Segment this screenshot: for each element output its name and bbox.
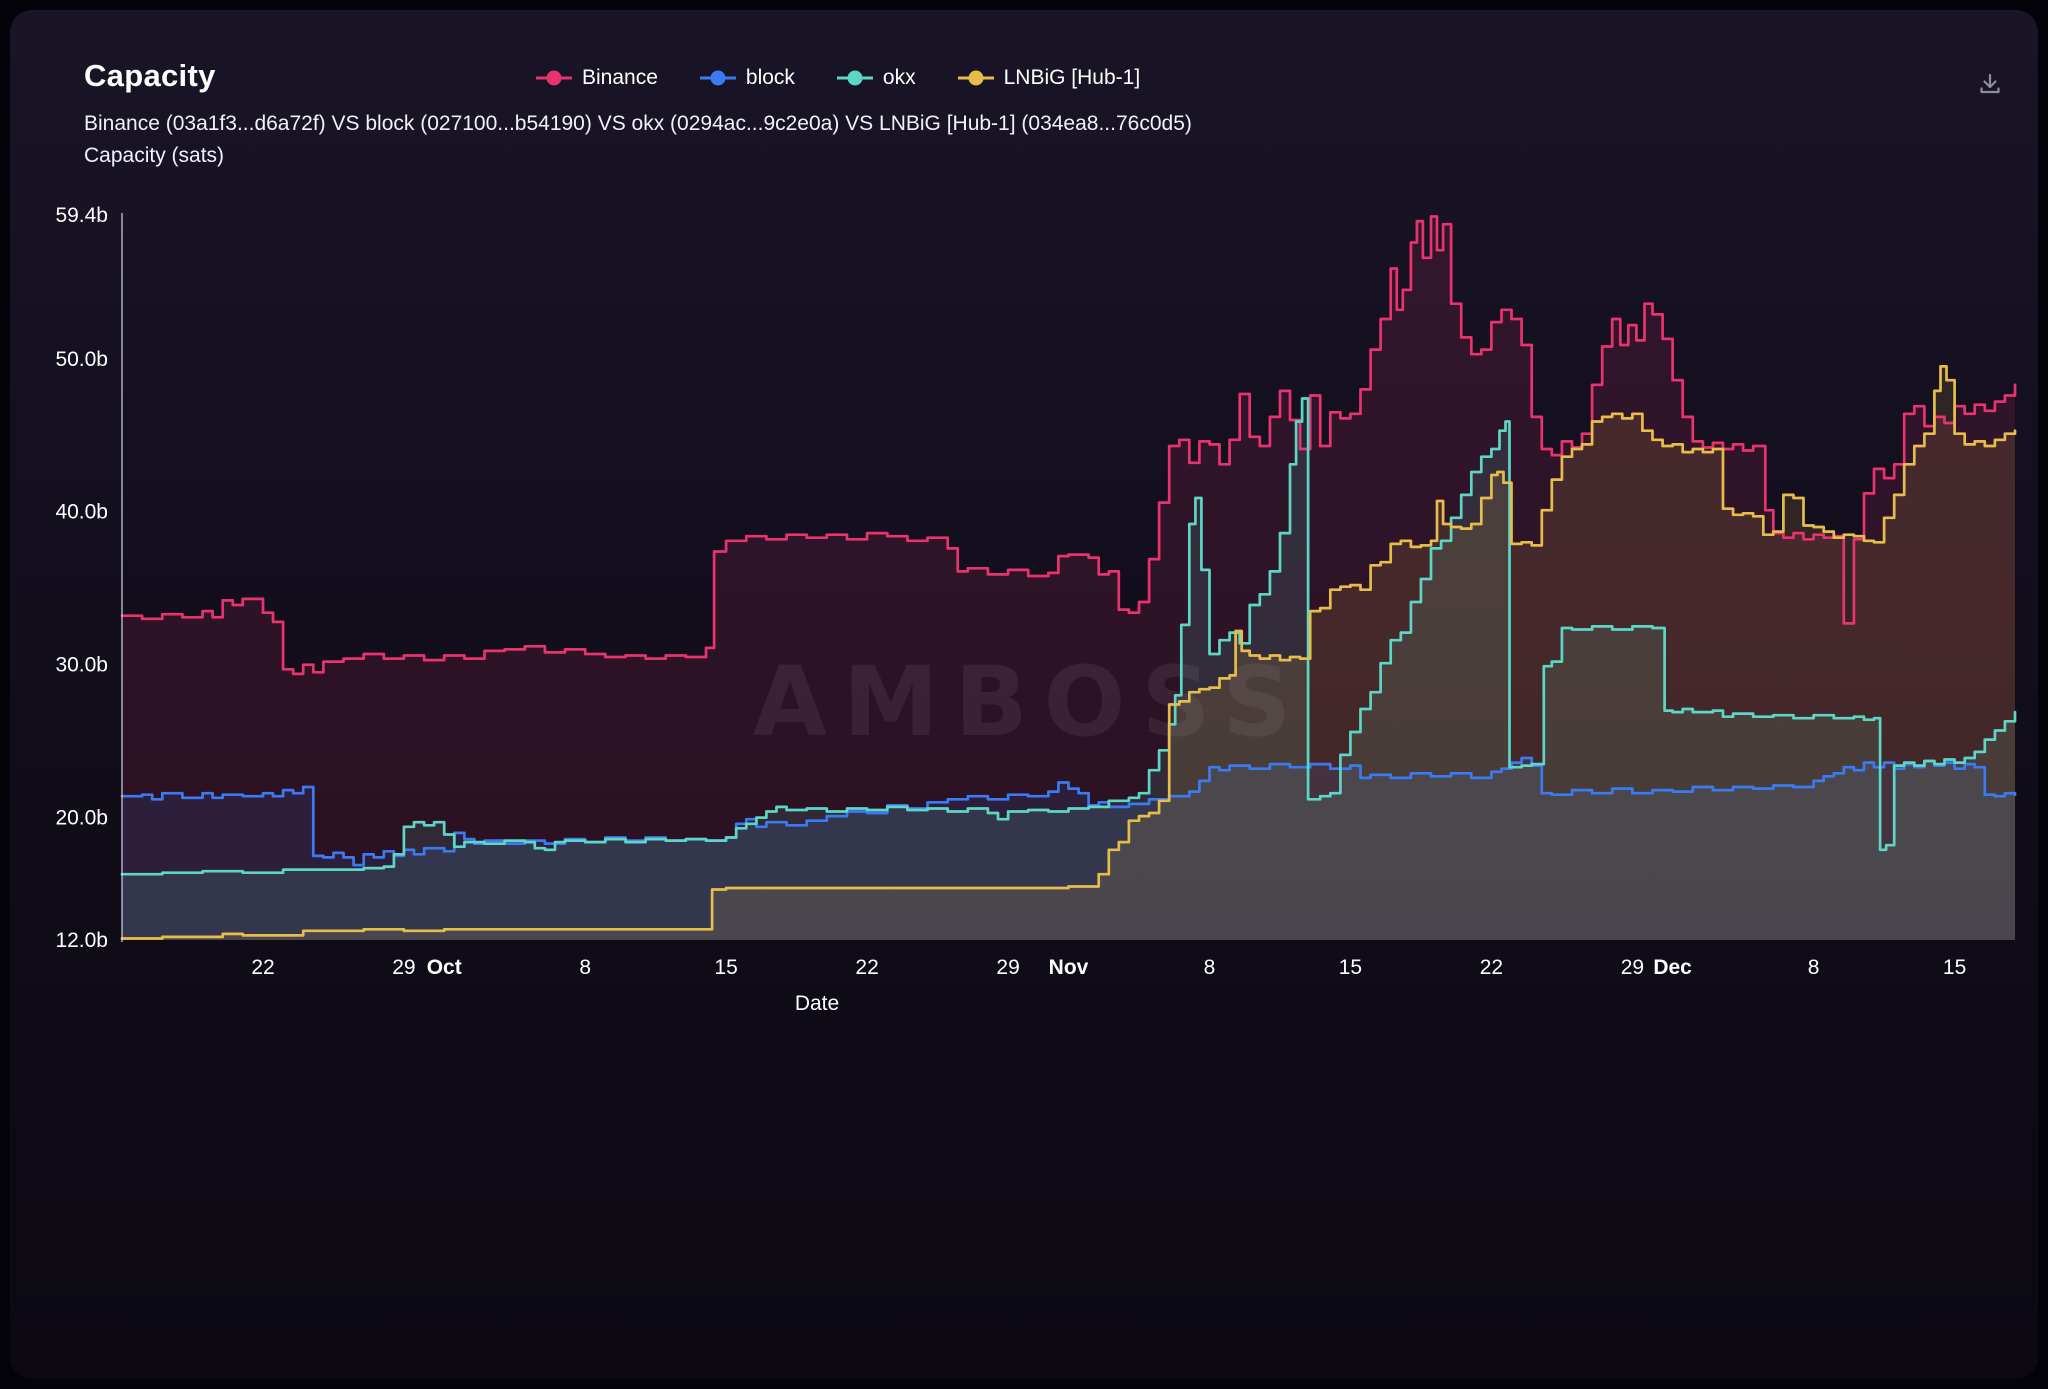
legend-marker-icon: [536, 70, 572, 86]
amboss-watermark: AMBOSS: [752, 646, 1308, 758]
y-tick-label: 40.0b: [55, 501, 108, 524]
legend-marker-icon: [836, 70, 873, 86]
legend-label: Binance: [582, 66, 658, 89]
x-tick-label: 15: [714, 956, 737, 979]
x-tick-label: 8: [579, 956, 591, 979]
page-title: Capacity: [84, 58, 216, 93]
x-tick-label: 22: [1480, 956, 1503, 979]
series-area-Binance: [122, 216, 2015, 940]
x-tick-month-label: Dec: [1653, 956, 1692, 979]
x-tick-label: 22: [855, 956, 878, 979]
series-line-block: [120, 756, 2017, 867]
comparison-subtitle: Binance (03a1f3...d6a72f) VS block (0271…: [84, 112, 1192, 135]
download-icon: [1980, 73, 2000, 94]
y-tick-label: 20.0b: [55, 807, 108, 830]
y-tick-label: 50.0b: [55, 348, 108, 371]
download-button[interactable]: [1970, 64, 2010, 104]
x-tick-label: 15: [1943, 956, 1966, 979]
y-tick-label: 12.0b: [55, 929, 108, 952]
series-line-Binance: [120, 215, 2017, 676]
series-area-okx: [122, 398, 2015, 940]
series-area-block: [122, 758, 2015, 940]
series-line-LNBiG [Hub-1]: [120, 365, 2017, 940]
x-tick-label: 8: [1204, 956, 1216, 979]
y-tick-label: 30.0b: [55, 654, 108, 677]
series-area-LNBiG [Hub-1]: [122, 366, 2015, 940]
legend-label: block: [745, 66, 795, 89]
y-tick-label: 59.4b: [55, 204, 108, 227]
legend-item-Binance[interactable]: Binance: [536, 66, 658, 90]
legend-item-block[interactable]: block: [699, 66, 795, 90]
legend-item-okx[interactable]: okx: [836, 66, 916, 90]
legend-marker-icon: [699, 70, 736, 86]
x-tick-label: 22: [251, 956, 274, 979]
chart-panel: Capacity Binance block okx LNBiG [Hub-1] Bi…: [10, 10, 2038, 1379]
legend-label: LNBiG [Hub-1]: [1003, 66, 1141, 89]
x-tick-label: 29: [1621, 956, 1644, 979]
x-tick-month-label: Nov: [1049, 956, 1089, 979]
x-tick-label: 29: [392, 956, 415, 979]
capacity-chart[interactable]: 59.4b 50.0b 40.0b 30.0b 20.0b 12.0b 22 29 Oct 8 15…: [10, 10, 2038, 1379]
x-tick-label: 29: [996, 956, 1019, 979]
x-tick-label: 8: [1808, 956, 1820, 979]
chart-legend: Binance block okx LNBiG [Hub-1]: [536, 66, 1140, 90]
x-tick-month-label: Oct: [427, 956, 462, 979]
metric-subtitle: Capacity (sats): [84, 144, 225, 167]
legend-marker-icon: [957, 70, 994, 86]
legend-label: okx: [882, 66, 916, 89]
legend-item-LNBiG [Hub-1][interactable]: LNBiG [Hub-1]: [957, 66, 1141, 90]
series-line-okx: [120, 397, 2017, 876]
x-tick-label: 15: [1339, 956, 1362, 979]
x-axis-title: Date: [794, 992, 840, 1015]
